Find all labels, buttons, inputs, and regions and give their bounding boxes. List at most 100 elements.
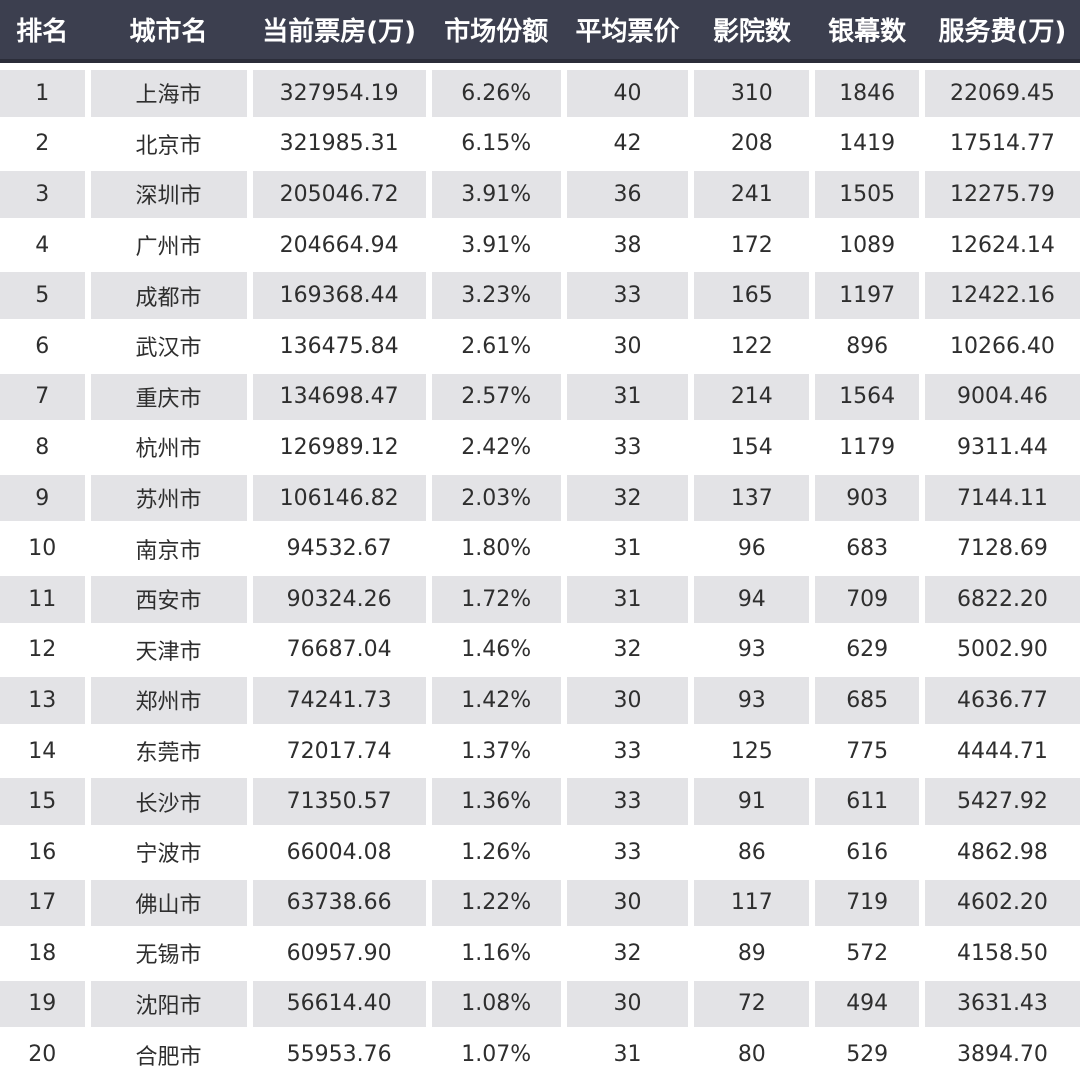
table-row: 7 重庆市 134698.47 2.57% 31 214 1564 9004.46 (0, 372, 1080, 423)
rank-cell: 8 (0, 424, 85, 471)
table-row: 17 佛山市 63738.66 1.22% 30 117 719 4602.20 (0, 878, 1080, 929)
market-share-cell: 1.26% (431, 828, 561, 876)
table-row: 15 长沙市 71350.57 1.36% 33 91 611 5427.92 (0, 776, 1080, 827)
table-row: 6 武汉市 136475.84 2.61% 30 122 896 10266.40 (0, 321, 1080, 372)
avg-price-cell: 30 (566, 322, 689, 370)
city-cell: 成都市 (90, 272, 247, 319)
table-row: 4 广州市 204664.94 3.91% 38 172 1089 12624.14 (0, 220, 1080, 271)
cinemas-cell: 94 (694, 575, 810, 623)
rank-cell: 7 (0, 373, 85, 421)
service-fee-cell: 12275.79 (924, 171, 1080, 218)
avg-price-cell: 33 (566, 424, 689, 471)
rank-cell: 11 (0, 575, 85, 623)
market-share-cell: 3.23% (431, 272, 561, 319)
rank-cell: 2 (0, 120, 85, 168)
city-cell: 重庆市 (90, 373, 247, 421)
cinemas-cell: 117 (694, 879, 810, 927)
screens-cell: 1419 (815, 120, 919, 168)
rank-cell: 3 (0, 171, 85, 218)
avg-price-cell: 31 (566, 1031, 689, 1078)
table-row: 2 北京市 321985.31 6.15% 42 208 1419 17514.77 (0, 119, 1080, 170)
city-cell: 沈阳市 (90, 980, 247, 1028)
city-cell: 苏州市 (90, 474, 247, 522)
screens-cell: 709 (815, 575, 919, 623)
screens-cell: 611 (815, 778, 919, 825)
rank-cell: 17 (0, 879, 85, 927)
box-office-cell: 71350.57 (252, 778, 426, 825)
table-row: 11 西安市 90324.26 1.72% 31 94 709 6822.20 (0, 574, 1080, 625)
city-cell: 杭州市 (90, 424, 247, 471)
service-fee-cell: 12624.14 (924, 221, 1080, 269)
table-body: 1 上海市 327954.19 6.26% 40 310 1846 22069.45 2 北京市 3… (0, 68, 1080, 1080)
screens-cell: 1564 (815, 373, 919, 421)
cinemas-cell: 165 (694, 272, 810, 319)
service-fee-cell: 4158.50 (924, 930, 1080, 977)
service-fee-cell: 4602.20 (924, 879, 1080, 927)
screens-cell: 1846 (815, 70, 919, 117)
table-row: 20 合肥市 55953.76 1.07% 31 80 529 3894.70 (0, 1029, 1080, 1080)
cinemas-cell: 80 (694, 1031, 810, 1078)
avg-price-cell: 30 (566, 980, 689, 1028)
screens-cell: 683 (815, 525, 919, 572)
avg-price-cell: 33 (566, 272, 689, 319)
avg-price-cell: 32 (566, 626, 689, 674)
service-fee-cell: 12422.16 (924, 272, 1080, 319)
header-avg-price: 平均票价 (575, 17, 680, 47)
city-cell: 天津市 (90, 626, 247, 674)
screens-cell: 1197 (815, 272, 919, 319)
header-screens: 银幕数 (828, 17, 907, 47)
table-row: 8 杭州市 126989.12 2.42% 33 154 1179 9311.44 (0, 422, 1080, 473)
screens-cell: 1179 (815, 424, 919, 471)
market-share-cell: 2.03% (431, 474, 561, 522)
city-cell: 上海市 (90, 70, 247, 117)
city-cell: 长沙市 (90, 778, 247, 825)
screens-cell: 775 (815, 727, 919, 775)
cinemas-cell: 214 (694, 373, 810, 421)
rank-cell: 20 (0, 1031, 85, 1078)
rank-cell: 4 (0, 221, 85, 269)
rank-cell: 15 (0, 778, 85, 825)
city-cell: 佛山市 (90, 879, 247, 927)
rank-cell: 5 (0, 272, 85, 319)
rank-cell: 16 (0, 828, 85, 876)
header-service-fee: 服务费(万) (938, 17, 1067, 47)
city-cell: 武汉市 (90, 322, 247, 370)
market-share-cell: 6.15% (431, 120, 561, 168)
screens-cell: 616 (815, 828, 919, 876)
table-row: 19 沈阳市 56614.40 1.08% 30 72 494 3631.43 (0, 979, 1080, 1030)
city-cell: 广州市 (90, 221, 247, 269)
box-office-cell: 134698.47 (252, 373, 426, 421)
cinemas-cell: 154 (694, 424, 810, 471)
table-row: 1 上海市 327954.19 6.26% 40 310 1846 22069.45 (0, 68, 1080, 119)
screens-cell: 685 (815, 677, 919, 724)
header-cinemas: 影院数 (712, 17, 791, 47)
market-share-cell: 6.26% (431, 70, 561, 117)
box-office-cell: 136475.84 (252, 322, 426, 370)
box-office-cell: 321985.31 (252, 120, 426, 168)
avg-price-cell: 32 (566, 930, 689, 977)
market-share-cell: 3.91% (431, 171, 561, 218)
table-row: 5 成都市 169368.44 3.23% 33 165 1197 12422.16 (0, 270, 1080, 321)
rank-cell: 6 (0, 322, 85, 370)
header-rank: 排名 (16, 17, 69, 47)
rank-cell: 10 (0, 525, 85, 572)
market-share-cell: 1.80% (431, 525, 561, 572)
market-share-cell: 1.42% (431, 677, 561, 724)
box-office-cell: 76687.04 (252, 626, 426, 674)
cinemas-cell: 91 (694, 778, 810, 825)
rank-cell: 14 (0, 727, 85, 775)
city-cell: 郑州市 (90, 677, 247, 724)
service-fee-cell: 9311.44 (924, 424, 1080, 471)
header-market-share: 市场份额 (444, 17, 549, 47)
service-fee-cell: 3631.43 (924, 980, 1080, 1028)
table-row: 12 天津市 76687.04 1.46% 32 93 629 5002.90 (0, 625, 1080, 676)
cinemas-cell: 89 (694, 930, 810, 977)
market-share-cell: 2.61% (431, 322, 561, 370)
table-row: 10 南京市 94532.67 1.80% 31 96 683 7128.69 (0, 523, 1080, 574)
header-city: 城市名 (129, 17, 208, 47)
market-share-cell: 1.07% (431, 1031, 561, 1078)
box-office-cell: 72017.74 (252, 727, 426, 775)
rank-cell: 12 (0, 626, 85, 674)
avg-price-cell: 33 (566, 727, 689, 775)
